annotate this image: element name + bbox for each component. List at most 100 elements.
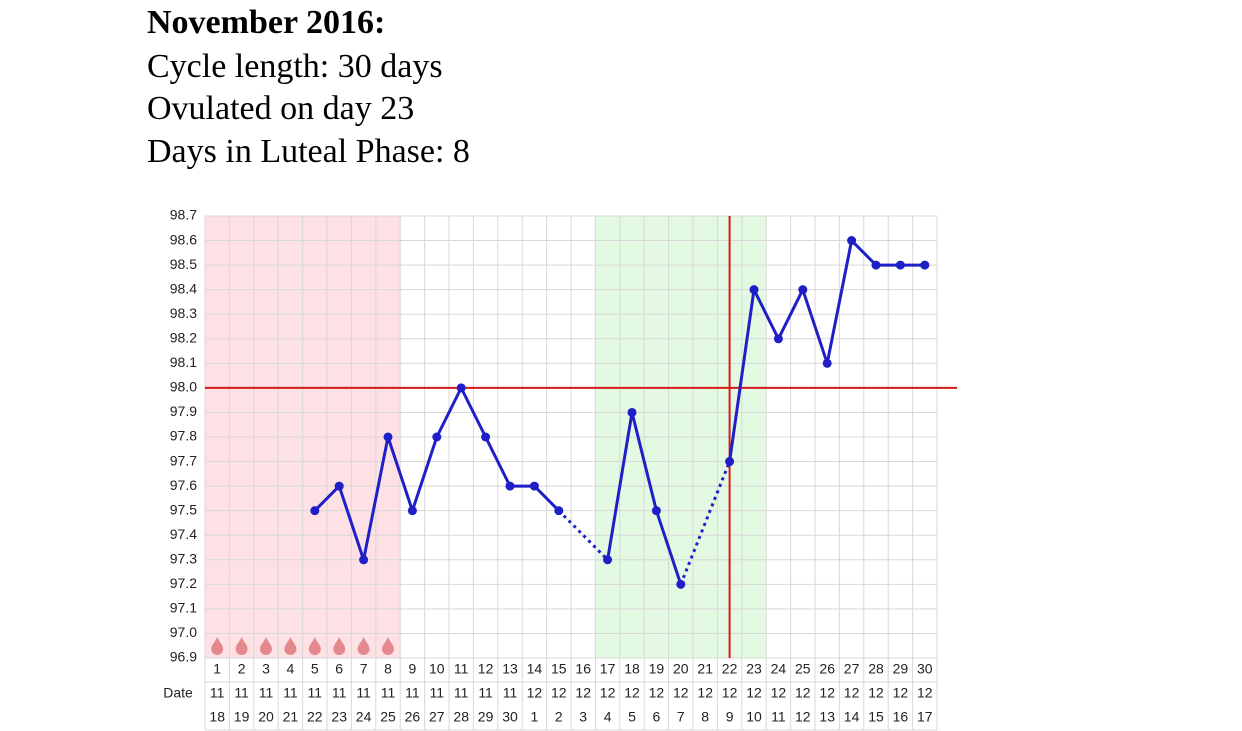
y-tick-label: 96.9 <box>170 649 197 665</box>
temperature-point <box>481 432 491 442</box>
temperature-point <box>359 555 369 565</box>
date-month: 12 <box>722 685 738 701</box>
period-drop <box>260 637 272 655</box>
temperature-point <box>822 358 832 368</box>
y-tick-label: 97.7 <box>170 452 197 468</box>
x-tick-label: 5 <box>311 661 319 677</box>
x-tick-label: 1 <box>213 661 221 677</box>
x-tick-label: 21 <box>697 661 713 677</box>
date-day: 6 <box>653 709 661 725</box>
temperature-point <box>871 260 881 270</box>
x-tick-label: 27 <box>844 661 860 677</box>
date-month: 11 <box>430 685 445 701</box>
date-day: 27 <box>429 709 445 725</box>
date-month: 11 <box>356 685 371 701</box>
date-day: 21 <box>283 709 299 725</box>
date-month: 12 <box>673 685 689 701</box>
date-month: 12 <box>893 685 909 701</box>
date-month: 12 <box>649 685 665 701</box>
date-month: 11 <box>210 685 225 701</box>
x-tick-label: 11 <box>454 661 469 677</box>
x-tick-label: 25 <box>795 661 811 677</box>
y-tick-label: 98.6 <box>170 231 197 247</box>
x-tick-label: 28 <box>868 661 884 677</box>
y-tick-label: 98.1 <box>170 354 197 370</box>
header-line: Ovulated on day 23 <box>147 90 415 127</box>
date-month: 12 <box>868 685 884 701</box>
date-month: 12 <box>819 685 835 701</box>
temperature-point <box>529 481 539 491</box>
date-day: 19 <box>234 709 250 725</box>
date-month: 12 <box>527 685 543 701</box>
date-month: 11 <box>381 685 396 701</box>
date-day: 30 <box>502 709 518 725</box>
date-day: 16 <box>893 709 909 725</box>
date-month: 11 <box>259 685 274 701</box>
temperature-point <box>773 334 783 344</box>
date-month: 12 <box>697 685 713 701</box>
x-tick-label: 8 <box>384 661 392 677</box>
gap-bridge <box>557 509 609 561</box>
x-tick-label: 13 <box>502 661 518 677</box>
date-day: 15 <box>868 709 884 725</box>
temperature-point <box>847 236 857 246</box>
y-tick-label: 98.2 <box>170 329 197 345</box>
y-tick-label: 97.6 <box>170 477 197 493</box>
date-day: 28 <box>453 709 469 725</box>
date-month: 12 <box>575 685 591 701</box>
temperature-point <box>920 260 930 270</box>
y-tick-label: 97.1 <box>170 600 197 616</box>
gap-bridge <box>679 461 731 585</box>
temperature-point <box>432 432 442 442</box>
date-month: 11 <box>332 685 347 701</box>
date-month: 12 <box>795 685 811 701</box>
temperature-point <box>310 506 320 516</box>
temperature-point <box>383 432 393 442</box>
date-month: 11 <box>478 685 493 701</box>
temperature-point <box>676 579 686 589</box>
y-tick-label: 98.7 <box>170 207 197 223</box>
temperature-point <box>407 506 417 516</box>
temperature-point <box>651 506 661 516</box>
date-day: 13 <box>819 709 835 725</box>
temperature-point <box>627 407 637 417</box>
period-drop <box>308 637 321 655</box>
y-tick-label: 97.3 <box>170 550 197 566</box>
x-tick-label: 18 <box>624 661 640 677</box>
y-tick-label: 97.4 <box>170 526 197 542</box>
date-day: 5 <box>628 709 636 725</box>
temperature-point <box>895 260 905 270</box>
date-month: 11 <box>308 685 323 701</box>
y-tick-label: 98.5 <box>170 256 197 272</box>
y-tick-label: 97.9 <box>170 403 197 419</box>
date-day: 9 <box>726 709 734 725</box>
y-tick-label: 97.8 <box>170 428 197 444</box>
y-tick-label: 98.0 <box>170 379 197 395</box>
temperature-point <box>725 457 735 467</box>
date-day: 7 <box>677 709 685 725</box>
date-month: 11 <box>283 685 298 701</box>
x-tick-label: 17 <box>600 661 616 677</box>
x-tick-label: 10 <box>429 661 445 677</box>
date-day: 12 <box>795 709 811 725</box>
x-tick-label: 23 <box>746 661 762 677</box>
temperature-point <box>749 285 759 295</box>
temperature-point <box>554 506 564 516</box>
date-day: 2 <box>555 709 563 725</box>
x-tick-label: 24 <box>771 661 787 677</box>
x-tick-label: 26 <box>819 661 835 677</box>
date-day: 3 <box>579 709 587 725</box>
x-tick-label: 6 <box>335 661 343 677</box>
date-month: 12 <box>600 685 616 701</box>
date-month: 11 <box>503 685 518 701</box>
x-tick-label: 2 <box>238 661 246 677</box>
date-month: 12 <box>624 685 640 701</box>
x-tick-label: 7 <box>360 661 368 677</box>
date-month: 11 <box>454 685 469 701</box>
x-tick-label: 15 <box>551 661 567 677</box>
date-day: 22 <box>307 709 323 725</box>
period-drop <box>357 637 370 655</box>
